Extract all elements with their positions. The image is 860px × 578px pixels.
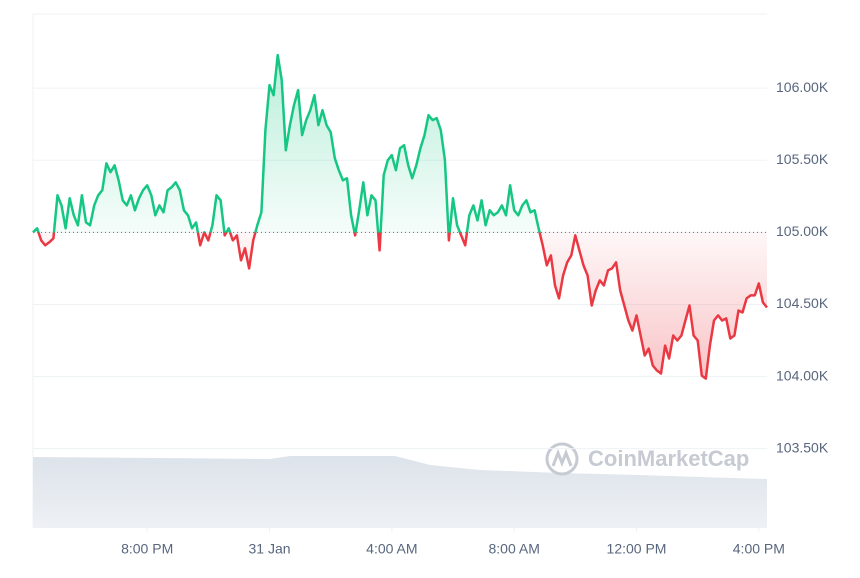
price-line <box>32 53 768 380</box>
x-tick-label: 12:00 PM <box>607 541 667 557</box>
y-tick-label: 106.00K <box>776 79 829 95</box>
watermark-logo-mark <box>551 448 573 468</box>
x-tick-label: 4:00 AM <box>366 541 417 557</box>
watermark: CoinMarketCap <box>545 442 749 476</box>
x-tick-label: 4:00 PM <box>733 541 785 557</box>
y-tick-label: 103.50K <box>776 439 829 455</box>
y-tick-label: 104.00K <box>776 367 829 383</box>
x-tick-label: 31 Jan <box>248 541 290 557</box>
y-tick-label: 105.00K <box>776 223 829 239</box>
watermark-logo <box>545 442 579 476</box>
volume-area <box>33 456 767 528</box>
watermark-text: CoinMarketCap <box>588 446 749 471</box>
x-tick-label: 8:00 AM <box>488 541 539 557</box>
x-tick-label: 8:00 PM <box>121 541 173 557</box>
area-fill <box>33 55 767 379</box>
y-tick-label: 104.50K <box>776 295 829 311</box>
y-tick-label: 105.50K <box>776 151 829 167</box>
